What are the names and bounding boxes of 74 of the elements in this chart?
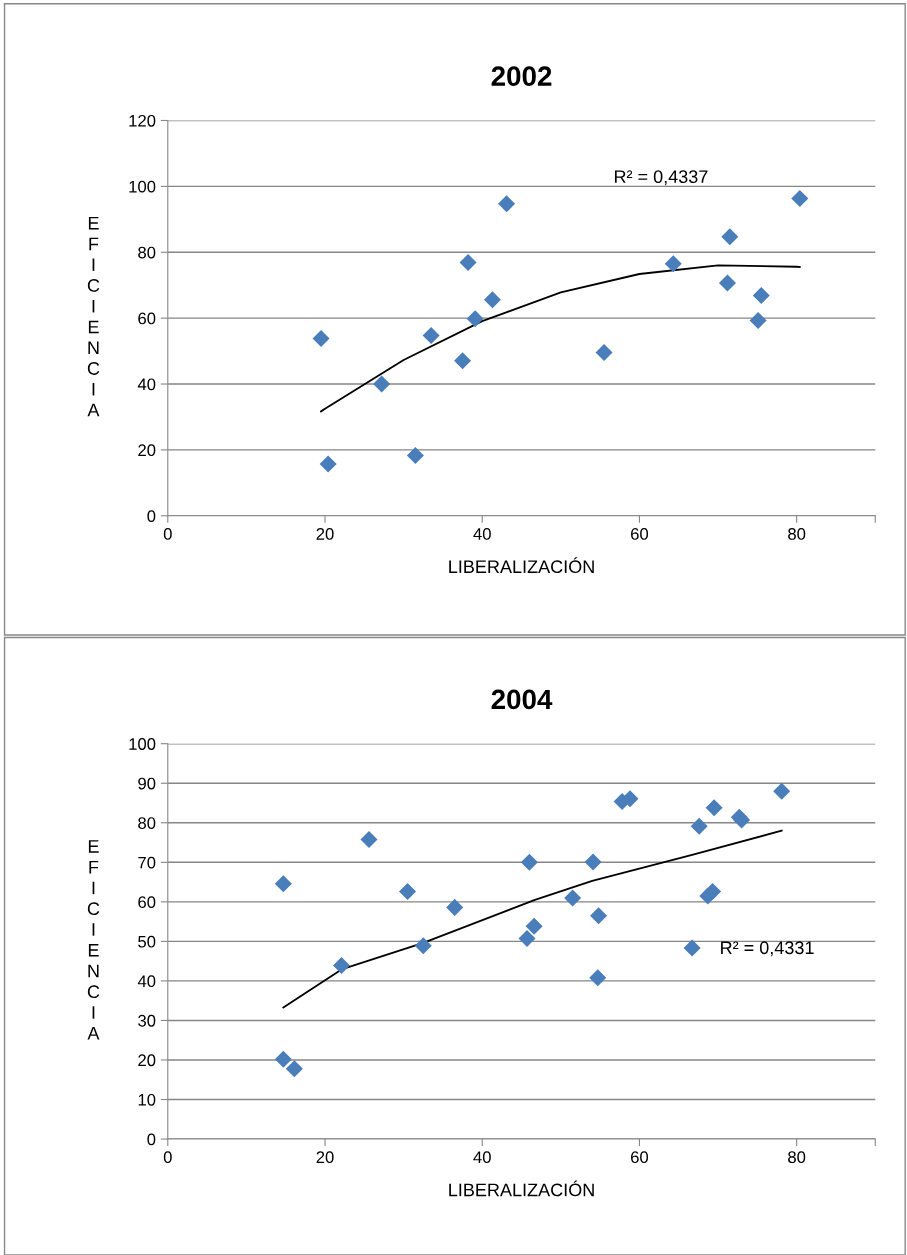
x-tick-label: 20 [316, 1151, 334, 1164]
point [749, 311, 767, 329]
point [360, 830, 378, 848]
text: EFICIENCIA [87, 840, 100, 1040]
chart-title: 2002 [491, 66, 552, 87]
y-tick-label: 80 [138, 246, 156, 259]
y-tick-label: 60 [138, 896, 156, 909]
point [483, 291, 501, 309]
point [595, 343, 613, 361]
y-tick-label: 100 [129, 738, 156, 750]
point [459, 253, 477, 271]
point [718, 274, 736, 292]
x-tick-label: 40 [473, 1151, 491, 1164]
point [422, 327, 440, 345]
x-axis-title: LIBERALIZACIÓN [449, 557, 594, 574]
point [705, 799, 723, 817]
point [274, 875, 292, 893]
x-tick-label: 80 [788, 528, 806, 540]
point [683, 939, 701, 957]
line-series [320, 264, 801, 413]
point [466, 310, 484, 328]
annotation: R² = 0,4337 [614, 170, 708, 186]
point [274, 1050, 292, 1068]
point [721, 228, 739, 246]
x-tick-label: 60 [631, 1151, 649, 1164]
point [312, 330, 330, 348]
point [791, 190, 809, 208]
y-tick-label: 120 [129, 114, 156, 127]
point [773, 782, 791, 800]
point [414, 937, 432, 955]
point [564, 889, 582, 907]
x-axis-title: LIBERALIZACIÓN [449, 1180, 594, 1197]
point [498, 195, 516, 213]
chart-title: 2004 [491, 689, 553, 710]
point [373, 375, 391, 393]
point [520, 853, 538, 871]
text: EFICIENCIA [87, 216, 100, 417]
y-tick-label: 70 [138, 856, 156, 869]
x-tick-label: 0 [163, 1151, 172, 1164]
y-tick-label: 20 [138, 444, 156, 457]
point [333, 956, 351, 974]
point [590, 907, 608, 925]
annotation: R² = 0,4331 [721, 941, 814, 957]
y-tick-label: 40 [137, 975, 156, 988]
x-tick-label: 60 [631, 528, 649, 540]
x-tick-label: 0 [163, 528, 172, 540]
point [704, 883, 722, 901]
y-tick-label: 90 [138, 777, 156, 790]
y-tick-label: 40 [137, 378, 156, 391]
y-tick-label: 60 [138, 312, 156, 325]
point [584, 853, 602, 871]
y-tick-label: 0 [147, 510, 156, 523]
y-tick-label: 20 [138, 1054, 156, 1067]
point [446, 898, 464, 916]
point [690, 817, 708, 835]
point [752, 286, 770, 304]
point [285, 1060, 303, 1078]
point [525, 917, 543, 935]
point [399, 883, 417, 901]
y-tick-label: 100 [129, 180, 156, 193]
point [319, 455, 337, 473]
point [454, 352, 472, 370]
point [518, 930, 536, 948]
x-tick-label: 80 [788, 1151, 806, 1164]
y-tick-label: 30 [138, 1014, 156, 1027]
y-tick-label: 10 [138, 1093, 156, 1106]
x-tick-label: 20 [316, 528, 334, 540]
y-tick-label: 50 [138, 935, 156, 948]
point [589, 969, 607, 987]
x-tick-label: 40 [473, 528, 491, 540]
y-tick-label: 0 [147, 1133, 156, 1146]
point [664, 255, 682, 273]
y-tick-label: 80 [138, 817, 156, 829]
point [406, 447, 424, 465]
